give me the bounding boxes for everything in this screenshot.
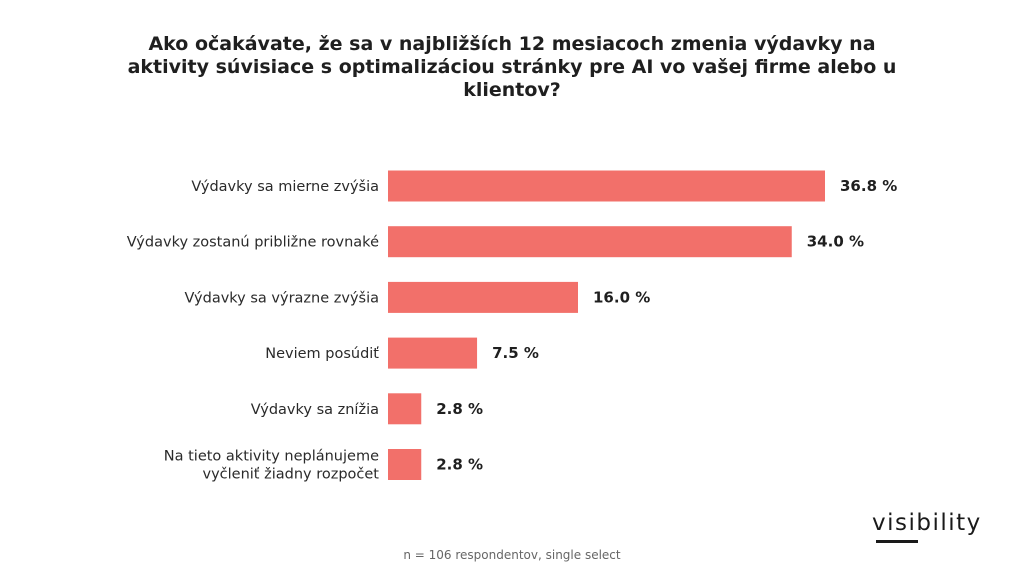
category-label: Výdavky sa znížia [251, 402, 379, 418]
bar [388, 393, 422, 425]
bar [388, 226, 792, 258]
category-label: Výdavky zostanú približne rovnaké [127, 235, 379, 251]
visibility-logo: visibility [872, 510, 982, 536]
category-label: Výdavky sa mierne zvýšia [191, 179, 379, 195]
category-label: Neviem posúdiť [265, 346, 379, 362]
bar [388, 449, 422, 480]
bar [388, 281, 578, 313]
bar [388, 170, 825, 202]
category-label: Na tieto aktivity neplánujeme vyčleniť ži… [164, 449, 380, 483]
bar [388, 337, 478, 369]
category-label: Výdavky sa výrazne zvýšia [185, 290, 379, 306]
bar-chart: 36.8 % Výdavky sa mierne zvýšia 34.0 % Výda… [127, 170, 897, 483]
value-label: 7.5 % [492, 344, 539, 362]
footnote: n = 106 respondentov, single select [403, 548, 621, 562]
value-label: 2.8 % [436, 400, 483, 418]
value-label: 16.0 % [593, 288, 650, 306]
logo-underline [876, 540, 918, 543]
value-label: 36.8 % [840, 177, 897, 195]
chart-title: Ako očakávate, že sa v najbližších 12 me… [127, 33, 897, 101]
value-label: 2.8 % [436, 456, 483, 474]
value-label: 34.0 % [807, 233, 864, 251]
